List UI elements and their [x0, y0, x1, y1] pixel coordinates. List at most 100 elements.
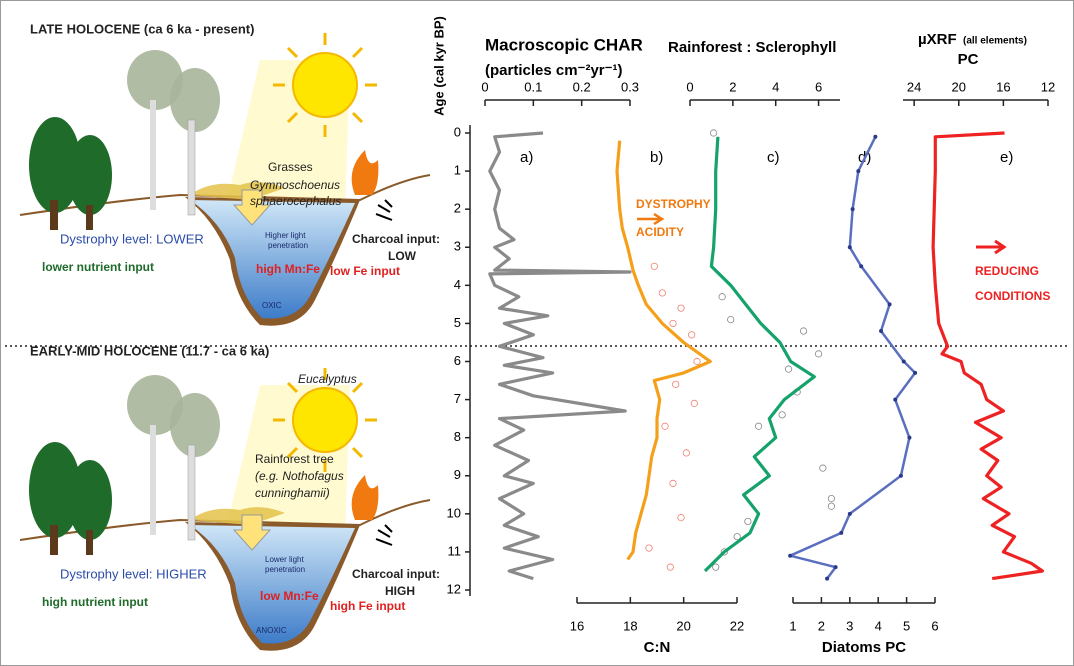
annotation: CONDITIONS: [975, 289, 1050, 303]
x-tick-label: 18: [623, 618, 637, 633]
data-point: [744, 517, 752, 526]
data-point: [661, 422, 669, 430]
x-tick-label: 2: [818, 618, 825, 633]
label: low Fe input: [330, 264, 400, 278]
label: high nutrient input: [42, 595, 148, 609]
arrow: [976, 239, 1007, 255]
label: low Mn:Fe: [260, 589, 319, 603]
data-point: [712, 563, 720, 571]
x-tick-label: 0: [481, 79, 488, 94]
y-tick-label: 4: [454, 277, 461, 292]
x-tick-label: 3: [846, 618, 853, 633]
axis-title: Diatoms PC: [822, 639, 906, 656]
x-tick-label: 5: [903, 618, 910, 633]
data-point: [799, 327, 808, 335]
data-point: [645, 544, 653, 552]
y-tick-label: 7: [454, 391, 461, 406]
label: Gymnoschoenus: [250, 178, 340, 192]
data-point: [825, 576, 830, 581]
data-point: [718, 293, 726, 301]
annotation: REDUCING: [975, 264, 1039, 278]
axis-title: µXRF: [918, 31, 957, 48]
axis-title: (particles cm⁻²yr⁻¹): [485, 62, 623, 79]
y-tick-label: 5: [454, 315, 461, 330]
label: Charcoal input:: [352, 232, 440, 246]
panel-label: c): [767, 149, 780, 166]
data-point: [827, 502, 836, 510]
axis-title: Macroscopic CHAR: [485, 35, 643, 54]
data-point: [893, 397, 898, 402]
x-tick-label: 4: [875, 618, 882, 633]
label: penetration: [268, 241, 308, 250]
data-line: [703, 136, 816, 573]
x-tick-label: 0: [686, 79, 693, 94]
data-point: [672, 380, 680, 388]
data-point: [650, 262, 658, 270]
label: (e.g. Nothofagus: [255, 469, 344, 483]
label: high Mn:Fe: [256, 262, 320, 276]
data-point: [901, 359, 906, 364]
x-tick-label: 0.3: [621, 79, 639, 94]
data-point: [784, 365, 793, 373]
axis-title: Rainforest : Sclerophyll: [668, 39, 836, 56]
data-point: [669, 319, 677, 328]
label: sphaerocephalus: [250, 194, 341, 208]
label: high Fe input: [330, 599, 405, 613]
data-line: [488, 131, 632, 581]
data-point: [788, 553, 793, 558]
label: OXIC: [262, 301, 282, 310]
data-point: [658, 289, 666, 297]
data-point: [839, 530, 844, 535]
data-point: [733, 533, 741, 541]
data-point: [682, 449, 690, 457]
data-point: [669, 479, 677, 487]
x-tick-label: 16: [996, 79, 1010, 94]
data-point: [754, 422, 763, 430]
x-tick-label: 16: [570, 618, 584, 633]
label: Charcoal input:: [352, 567, 440, 581]
data-point: [677, 304, 685, 312]
data-point: [833, 565, 838, 570]
label: cunninghamii): [255, 486, 330, 500]
data-point: [913, 370, 918, 375]
data-point: [873, 134, 878, 139]
label: Lower light: [265, 555, 304, 564]
axis-title: C:N: [644, 639, 671, 656]
label: HIGH: [385, 584, 415, 598]
data-point: [688, 331, 696, 339]
x-tick-label: 2: [729, 79, 736, 94]
label: Dystrophy level: HIGHER: [60, 566, 207, 581]
y-tick-label: 1: [454, 163, 461, 178]
label: LOW: [388, 249, 417, 263]
arrow: [637, 212, 665, 226]
axis-title: PC: [958, 51, 979, 68]
y-tick-label: 2: [454, 201, 461, 216]
panel-title: LATE HOLOCENE (ca 6 ka - present): [30, 21, 254, 36]
y-tick-label: 8: [454, 429, 461, 444]
late-diagram: LATE HOLOCENE (ca 6 ka - present) Grasse…: [19, 21, 440, 327]
label: lower nutrient input: [42, 260, 154, 274]
y-tick-label: 9: [454, 467, 461, 482]
x-tick-label: 1: [789, 618, 796, 633]
axis-title: (all elements): [963, 36, 1027, 47]
y-tick-label: 6: [454, 353, 461, 368]
label: Rainforest tree: [255, 452, 334, 466]
data-point: [690, 399, 698, 407]
data-point: [677, 514, 685, 522]
data-point: [666, 563, 674, 571]
data-point: [907, 435, 912, 440]
data-point: [778, 411, 786, 419]
y-axis-label: Age (cal kyr BP): [431, 16, 446, 116]
data-point: [887, 302, 892, 307]
label: Grasses: [268, 160, 313, 174]
x-tick-label: 22: [730, 618, 744, 633]
panel-label: e): [1000, 149, 1013, 166]
x-tick-label: 12: [1041, 79, 1055, 94]
y-tick-label: 10: [447, 505, 461, 520]
y-tick-label: 0: [454, 124, 461, 139]
data-point: [814, 350, 823, 358]
label: ANOXIC: [256, 626, 287, 635]
panel-label: b): [650, 149, 663, 166]
